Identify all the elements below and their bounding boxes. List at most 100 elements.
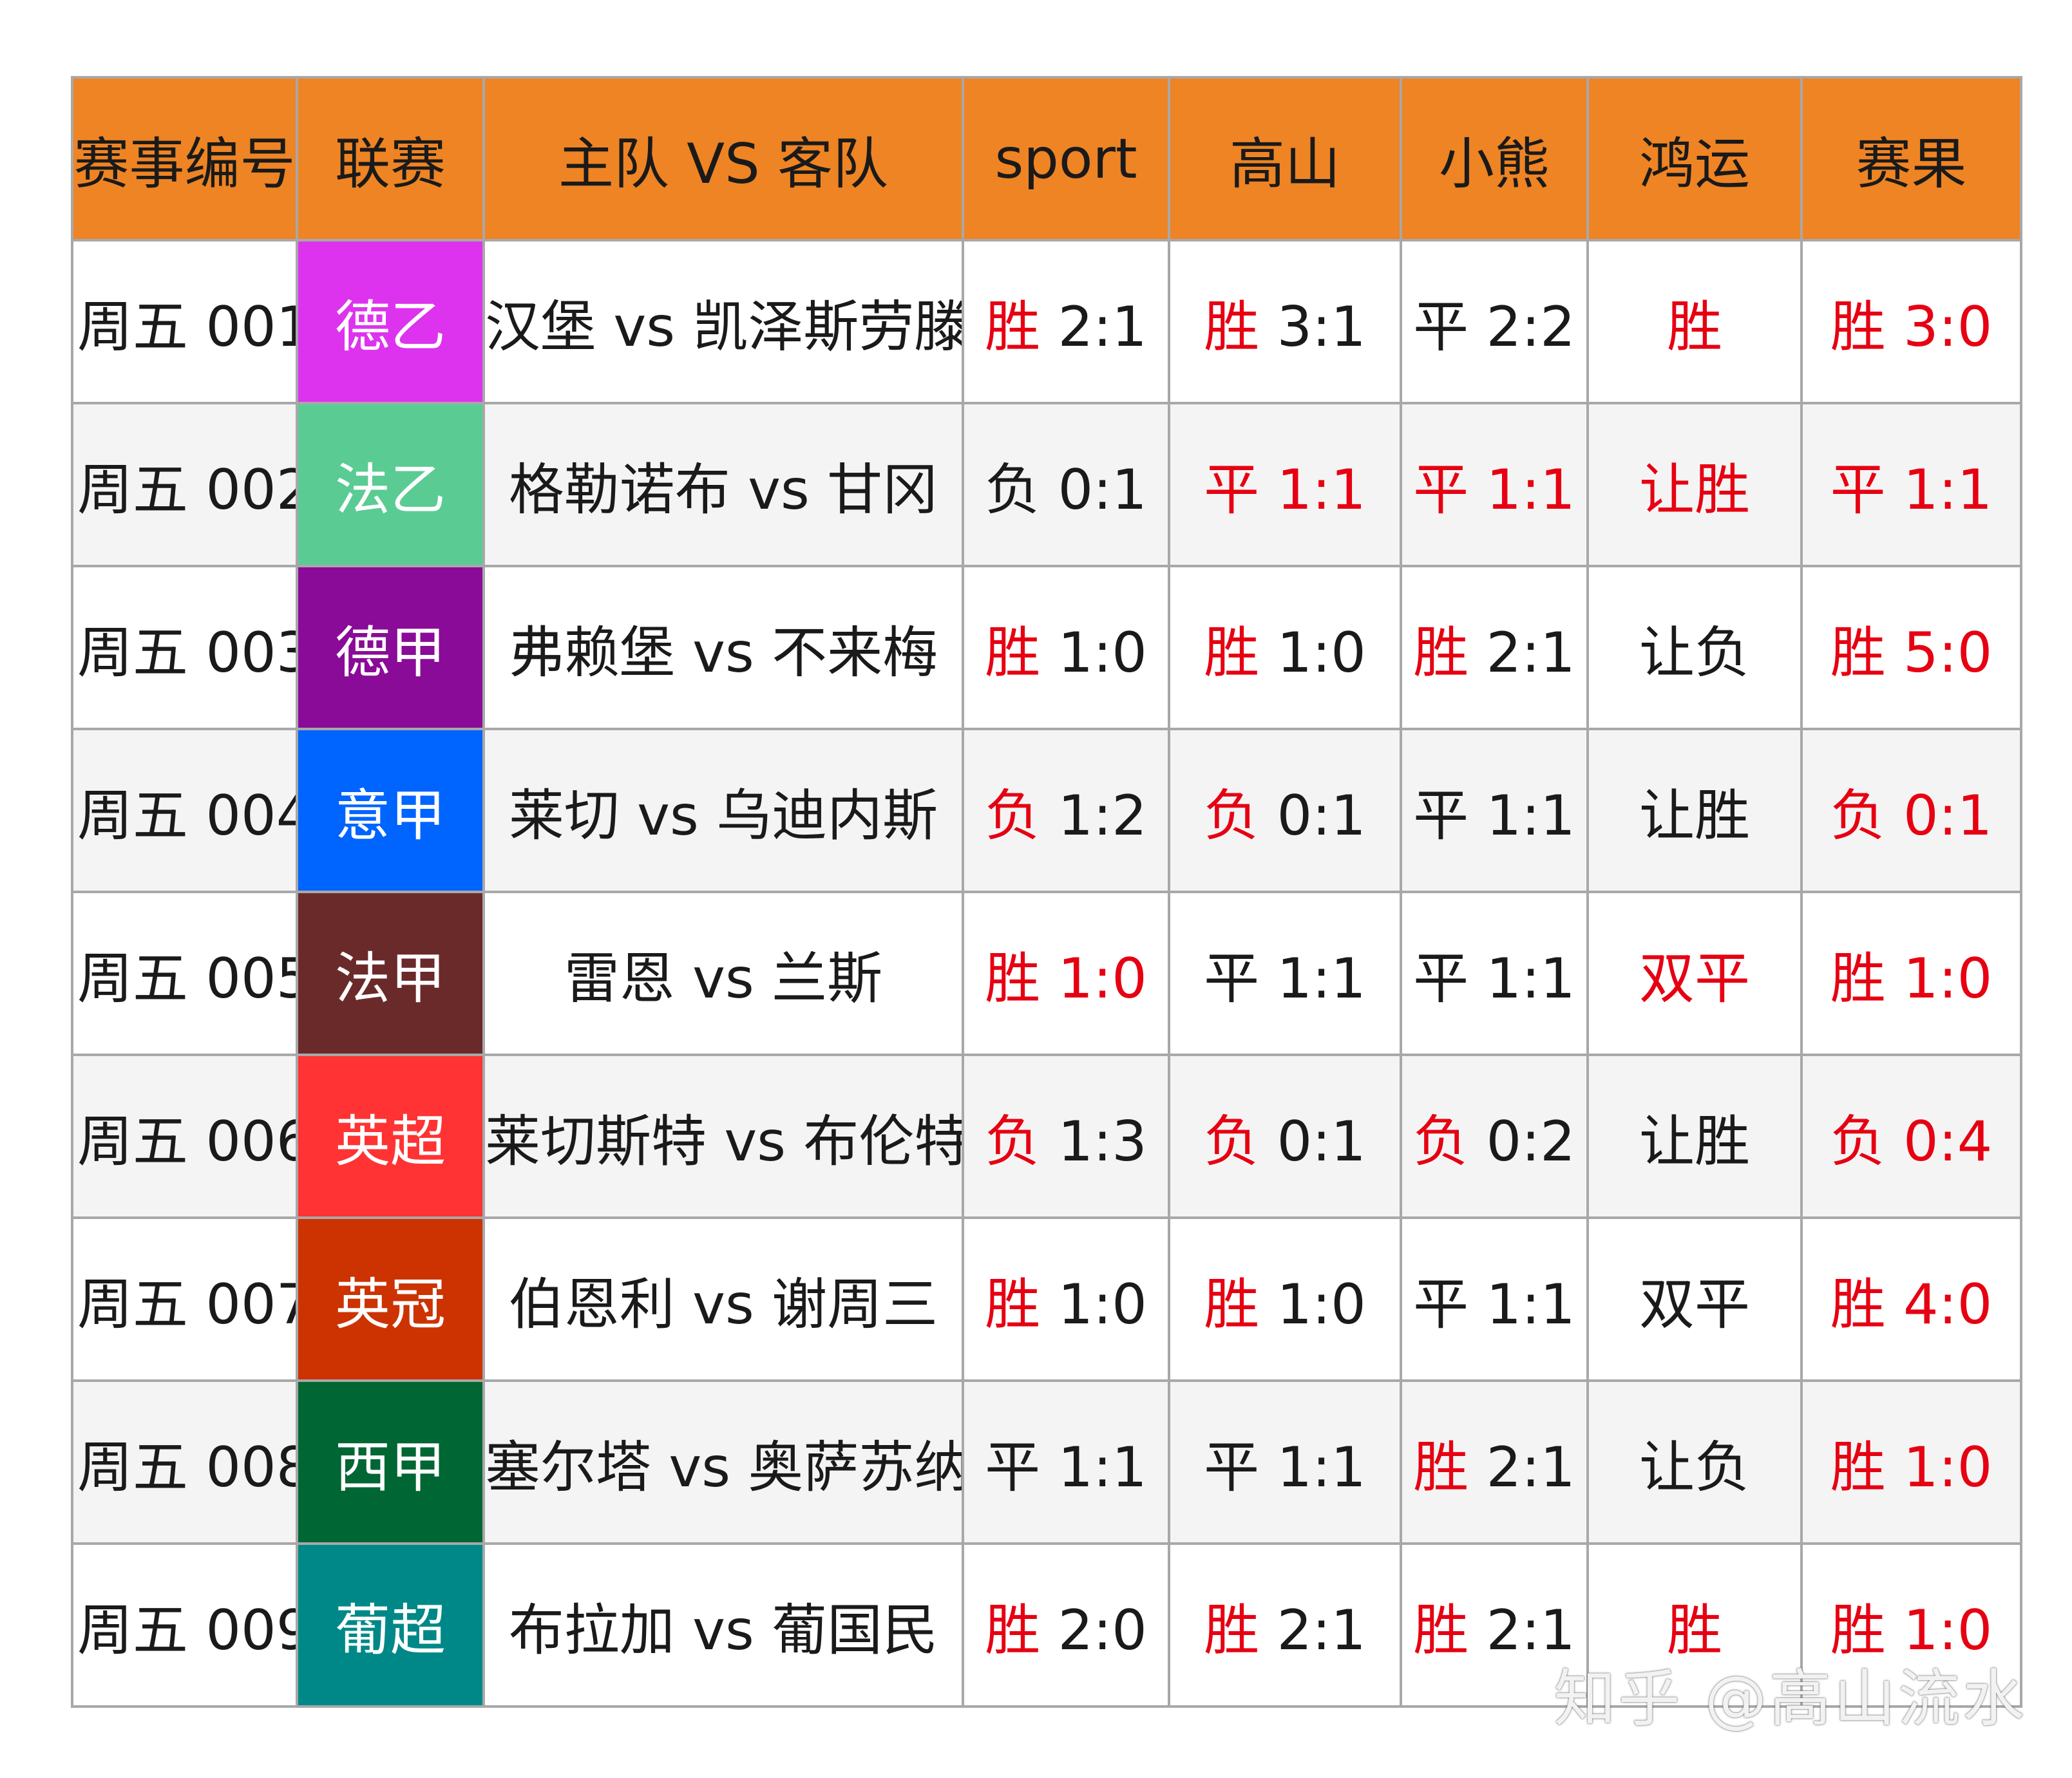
result-score: 1:0 (1885, 1435, 1993, 1500)
gaoshan-score: 1:0 (1259, 621, 1366, 685)
gaoshan-outcome: 负 (1204, 1110, 1260, 1174)
sport-outcome: 胜 (985, 1272, 1041, 1337)
teams-cell: 莱切斯特 vs 布伦特 (482, 1054, 964, 1219)
sport-outcome: 负 (985, 784, 1041, 848)
league-cell: 英冠 (296, 1216, 485, 1382)
header-teams: 主队 VS 客队 (482, 76, 964, 241)
hongyun-outcome: 让胜 (1639, 1110, 1750, 1174)
hongyun-outcome: 双平 (1639, 1272, 1750, 1337)
sport-cell: 负 1:3 (962, 1054, 1170, 1219)
hongyun-outcome: 让胜 (1639, 458, 1750, 522)
hongyun-cell: 让负 (1586, 1379, 1803, 1545)
header-league: 联赛 (296, 76, 485, 241)
teams-cell: 格勒诺布 vs 甘冈 (482, 402, 964, 567)
sport-cell: 胜 1:0 (962, 565, 1170, 730)
gaoshan-cell: 胜 2:1 (1168, 1542, 1402, 1708)
header-match-id: 赛事编号 (71, 76, 298, 241)
table-header-row: 赛事编号 联赛 主队 VS 客队 sport 高山 小熊 鸿运 赛果 (71, 76, 2022, 241)
gaoshan-score: 1:1 (1259, 947, 1366, 1011)
sport-cell: 负 0:1 (962, 402, 1170, 567)
gaoshan-outcome: 负 (1204, 784, 1260, 848)
gaoshan-cell: 负 0:1 (1168, 1054, 1402, 1219)
league-cell: 德甲 (296, 565, 485, 730)
hongyun-outcome: 让胜 (1639, 784, 1750, 848)
sport-outcome: 胜 (985, 621, 1041, 685)
header-hongyun: 鸿运 (1586, 76, 1803, 241)
sport-outcome: 胜 (985, 295, 1041, 359)
result-score: 0:1 (1885, 784, 1993, 848)
table-row: 周五 001 德乙 汉堡 vs 凯泽斯劳滕胜 2:1 胜 3:1 平 2:2 胜胜 3:0 (71, 239, 2022, 404)
sport-score: 2:0 (1040, 1598, 1147, 1663)
result-score: 1:1 (1885, 458, 1993, 522)
hongyun-cell: 让胜 (1586, 728, 1803, 893)
xiaoxiong-score: 1:1 (1468, 458, 1575, 522)
xiaoxiong-cell: 胜 2:1 (1400, 1542, 1589, 1708)
gaoshan-outcome: 平 (1204, 458, 1260, 522)
gaoshan-outcome: 平 (1204, 947, 1260, 1011)
table-row: 周五 002 法乙 格勒诺布 vs 甘冈负 0:1 平 1:1 平 1:1 让胜平 1:1 (71, 402, 2022, 567)
table-row: 周五 007 英冠 伯恩利 vs 谢周三胜 1:0 胜 1:0 平 1:1 双平胜 4:0 (71, 1216, 2022, 1382)
gaoshan-score: 0:1 (1259, 784, 1366, 848)
result-outcome: 胜 (1830, 295, 1886, 359)
match-id-cell: 周五 004 (71, 728, 298, 893)
result-outcome: 胜 (1830, 1272, 1886, 1337)
result-outcome: 负 (1830, 784, 1886, 848)
result-outcome: 胜 (1830, 947, 1886, 1011)
gaoshan-score: 1:1 (1259, 458, 1366, 522)
xiaoxiong-cell: 平 2:2 (1400, 239, 1589, 404)
xiaoxiong-outcome: 平 (1413, 1272, 1469, 1337)
match-id-cell: 周五 009 (71, 1542, 298, 1708)
match-id-cell: 周五 007 (71, 1216, 298, 1382)
gaoshan-cell: 胜 3:1 (1168, 239, 1402, 404)
xiaoxiong-cell: 平 1:1 (1400, 728, 1589, 893)
xiaoxiong-cell: 胜 2:1 (1400, 565, 1589, 730)
result-cell: 胜 1:0 (1800, 1542, 2022, 1708)
sport-cell: 负 1:2 (962, 728, 1170, 893)
result-score: 3:0 (1885, 295, 1993, 359)
hongyun-cell: 双平 (1586, 1216, 1803, 1382)
match-id-cell: 周五 008 (71, 1379, 298, 1545)
sport-cell: 胜 2:1 (962, 239, 1170, 404)
gaoshan-cell: 平 1:1 (1168, 891, 1402, 1056)
gaoshan-cell: 胜 1:0 (1168, 565, 1402, 730)
sport-score: 2:1 (1040, 295, 1147, 359)
result-outcome: 胜 (1830, 1435, 1886, 1500)
xiaoxiong-cell: 平 1:1 (1400, 1216, 1589, 1382)
hongyun-outcome: 胜 (1667, 1598, 1722, 1663)
result-score: 1:0 (1885, 947, 1993, 1011)
xiaoxiong-outcome: 平 (1413, 947, 1469, 1011)
result-cell: 胜 1:0 (1800, 1379, 2022, 1545)
sport-score: 0:1 (1040, 458, 1147, 522)
sport-score: 1:0 (1040, 621, 1147, 685)
hongyun-cell: 让负 (1586, 565, 1803, 730)
xiaoxiong-outcome: 负 (1413, 1110, 1469, 1174)
sport-outcome: 负 (985, 458, 1041, 522)
gaoshan-outcome: 胜 (1204, 1272, 1260, 1337)
hongyun-outcome: 胜 (1667, 295, 1722, 359)
sport-score: 1:0 (1040, 947, 1147, 1011)
sport-outcome: 胜 (985, 947, 1041, 1011)
sport-outcome: 胜 (985, 1598, 1041, 1663)
table-row: 周五 004 意甲 莱切 vs 乌迪内斯负 1:2 负 0:1 平 1:1 让胜负 0:1 (71, 728, 2022, 893)
league-cell: 葡超 (296, 1542, 485, 1708)
teams-cell: 莱切 vs 乌迪内斯 (482, 728, 964, 893)
result-outcome: 负 (1830, 1110, 1886, 1174)
match-id-cell: 周五 005 (71, 891, 298, 1056)
teams-cell: 伯恩利 vs 谢周三 (482, 1216, 964, 1382)
teams-cell: 塞尔塔 vs 奥萨苏纳 (482, 1379, 964, 1545)
xiaoxiong-score: 0:2 (1468, 1110, 1575, 1174)
sport-score: 1:2 (1040, 784, 1147, 848)
gaoshan-cell: 平 1:1 (1168, 1379, 1402, 1545)
result-cell: 负 0:4 (1800, 1054, 2022, 1219)
header-gaoshan: 高山 (1168, 76, 1402, 241)
xiaoxiong-score: 2:1 (1468, 621, 1575, 685)
watermark: 知乎 @高山流水 (1554, 1663, 2027, 1735)
sport-cell: 胜 1:0 (962, 891, 1170, 1056)
league-cell: 德乙 (296, 239, 485, 404)
gaoshan-score: 2:1 (1259, 1598, 1366, 1663)
result-outcome: 胜 (1830, 1598, 1886, 1663)
xiaoxiong-score: 1:1 (1468, 784, 1575, 848)
league-cell: 英超 (296, 1054, 485, 1219)
gaoshan-outcome: 胜 (1204, 621, 1260, 685)
xiaoxiong-outcome: 平 (1413, 784, 1469, 848)
